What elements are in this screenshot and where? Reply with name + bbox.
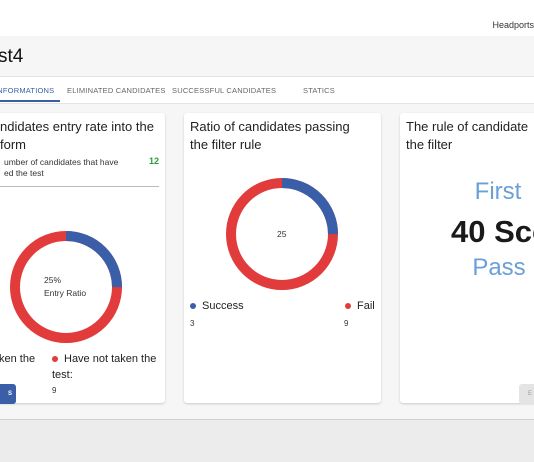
rule-card-title-line2: the filter xyxy=(406,137,453,152)
legend-taken: ken the xyxy=(0,353,36,365)
entry-card-title-line2: form xyxy=(0,137,26,152)
ratio-donut-center: 25 xyxy=(277,229,287,239)
footer-divider xyxy=(0,419,534,420)
tab-bar: INFORMATIONS ELIMINATED CANDIDATES SUCCE… xyxy=(0,76,534,104)
taken-test-label-line2: ed the test xyxy=(4,168,44,178)
fail-count: 9 xyxy=(344,319,349,328)
page-container: st4 INFORMATIONS ELIMINATED CANDIDATES S… xyxy=(0,36,534,420)
rule-pass: Pass xyxy=(472,254,526,281)
legend-success: Success xyxy=(190,300,244,312)
rule-first: First xyxy=(474,178,522,205)
primary-action-button[interactable]: S xyxy=(0,384,16,404)
legend-not-taken-label: Have not taken the xyxy=(64,353,157,365)
tab-informations[interactable]: INFORMATIONS xyxy=(0,86,55,95)
entry-rate-card: ndidates entry rate into the form umber … xyxy=(0,113,165,403)
entry-ratio-percent: 25% xyxy=(44,275,62,285)
entry-donut-taken-arc xyxy=(10,231,122,343)
taken-test-count: 12 xyxy=(149,156,160,166)
entry-ratio-donut xyxy=(10,231,122,343)
tab-statics[interactable]: STATICS xyxy=(303,86,335,95)
not-taken-count: 9 xyxy=(52,386,57,395)
legend-success-label: Success xyxy=(202,300,244,312)
rule-score: 40 Sco xyxy=(451,214,534,249)
ratio-donut-success-arc xyxy=(226,178,338,290)
stat-divider xyxy=(0,186,159,187)
tab-eliminated-candidates[interactable]: ELIMINATED CANDIDATES xyxy=(67,86,166,95)
entry-ratio-caption: Entry Ratio xyxy=(44,288,87,298)
success-count: 3 xyxy=(190,319,195,328)
ratio-card-title-line1: Ratio of candidates passing xyxy=(190,119,350,134)
page-title: st4 xyxy=(0,46,24,67)
legend-fail-dot xyxy=(345,303,351,310)
legend-fail: Fail xyxy=(345,300,375,312)
top-bar: Headports xyxy=(0,0,534,37)
legend-fail-label: Fail xyxy=(357,300,375,312)
user-menu[interactable]: Headports xyxy=(492,20,534,30)
secondary-action-button[interactable]: E xyxy=(519,384,534,404)
legend-not-taken-dot xyxy=(52,356,58,363)
tab-successful-candidates[interactable]: SUCCESSFUL CANDIDATES xyxy=(172,86,277,95)
active-tab-indicator xyxy=(0,100,60,102)
legend-not-taken-line2: test: xyxy=(52,369,73,381)
filter-ratio-donut xyxy=(226,178,338,290)
entry-card-title-line1: ndidates entry rate into the xyxy=(0,119,154,134)
ratio-card: Ratio of candidates passing the filter r… xyxy=(184,113,381,403)
legend-not-taken: Have not taken the xyxy=(52,353,156,365)
ratio-card-title-line2: the filter rule xyxy=(190,137,262,152)
taken-test-label-line1: umber of candidates that have xyxy=(4,157,119,167)
rule-card-title-line1: The rule of candidate xyxy=(406,119,529,134)
legend-success-dot xyxy=(190,303,196,310)
rule-card: The rule of candidate the filter First 4… xyxy=(400,113,534,403)
